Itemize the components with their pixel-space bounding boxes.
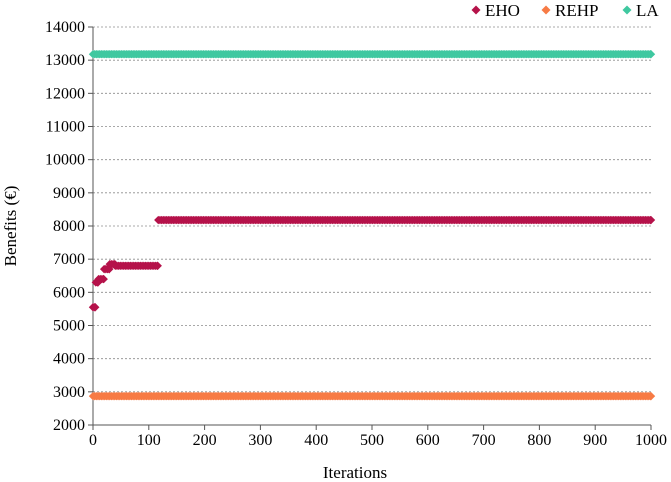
y-tick-label: 3000 [53,384,85,401]
y-tick-label: 11000 [46,119,85,136]
data-series [88,49,656,401]
y-tick-label: 6000 [53,284,85,301]
legend-marker [541,5,551,15]
x-tick-label: 400 [304,432,328,449]
y-tick-label: 9000 [53,185,85,202]
data-point [646,391,656,401]
y-axis-title: Benefits (€) [1,186,20,267]
data-point [646,215,656,225]
x-tick-label: 500 [360,432,384,449]
tick-labels: 0 100 200 300 400 500 600 700 800 900 1000 2000 3000… [45,19,667,449]
x-tick-label: 600 [416,432,440,449]
legend-label: EHO [485,1,520,20]
x-tick-label: 800 [527,432,551,449]
series-la [88,49,656,59]
legend-label: REHP [555,1,598,20]
x-tick-label: 300 [248,432,272,449]
data-point [99,274,108,284]
x-tick-label: 1000 [635,432,667,449]
data-point [646,49,656,59]
y-tick-label: 14000 [45,19,85,36]
x-tick-label: 200 [193,432,217,449]
y-tick-label: 2000 [53,417,85,434]
legend: EHO REHP LA [471,1,659,20]
x-tick-label: 700 [472,432,496,449]
data-point [153,261,162,270]
x-axis-title: Iterations [323,463,387,482]
legend-marker [471,5,481,15]
y-tick-label: 10000 [45,152,85,169]
gridlines [93,26,651,393]
axes [88,26,652,430]
data-point [104,264,114,274]
data-point [91,303,100,312]
series-eho [88,215,656,312]
x-tick-label: 0 [89,432,97,449]
y-tick-label: 4000 [53,351,85,368]
x-tick-label: 100 [137,432,161,449]
y-tick-label: 5000 [53,318,85,335]
y-tick-label: 7000 [53,251,85,268]
y-tick-label: 12000 [45,85,85,102]
legend-label: LA [636,1,659,20]
y-tick-label: 8000 [53,218,85,235]
y-tick-label: 13000 [45,52,85,69]
legend-marker [622,5,632,15]
series-rehp [88,391,656,401]
x-tick-label: 900 [583,432,607,449]
